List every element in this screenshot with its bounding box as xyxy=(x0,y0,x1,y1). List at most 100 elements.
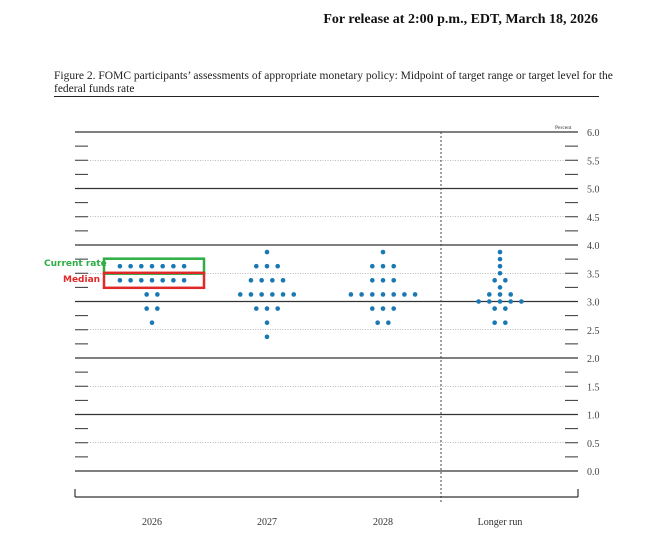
dot-longer-run xyxy=(492,278,497,283)
dot-2026 xyxy=(149,263,155,269)
dot-longer-run xyxy=(503,320,508,325)
dot-2028 xyxy=(370,306,375,311)
dot-2026 xyxy=(171,263,176,269)
y-tick-label: 2.5 xyxy=(587,326,600,337)
y-tick-label: 0.0 xyxy=(587,467,600,478)
dot-2028 xyxy=(391,263,397,269)
dot-2028 xyxy=(370,292,375,297)
dot-longer-run xyxy=(487,299,492,304)
current-rate-label: Current rate xyxy=(44,259,107,269)
dot-longer-run xyxy=(503,306,508,311)
dot-2026 xyxy=(117,278,123,283)
y-tick-label: 4.5 xyxy=(587,213,600,224)
dot-2026 xyxy=(144,292,149,297)
dot-2028 xyxy=(391,278,397,283)
dot-2028 xyxy=(412,292,418,297)
y-tick-label: 1.0 xyxy=(587,411,600,422)
dot-longer-run xyxy=(503,278,508,283)
dot-2028 xyxy=(370,278,375,283)
y-tick-label: 2.0 xyxy=(587,354,600,365)
dot-longer-run xyxy=(497,292,503,297)
dot-2027 xyxy=(280,278,286,283)
dot-2026 xyxy=(149,320,155,325)
dot-2028 xyxy=(380,263,386,269)
dot-longer-run xyxy=(487,292,492,297)
release-header: For release at 2:00 p.m., EDT, March 18,… xyxy=(323,12,598,27)
dot-2026 xyxy=(117,263,123,269)
dot-2026 xyxy=(181,278,187,283)
dot-2026 xyxy=(144,306,149,311)
dot-2027 xyxy=(270,292,275,297)
y-tick-label: 3.0 xyxy=(587,298,600,309)
dot-2027 xyxy=(248,278,254,283)
figure-title: Figure 2. FOMC participants’ assessments… xyxy=(54,70,613,95)
dot-2026 xyxy=(160,263,165,269)
y-tick-label: 5.0 xyxy=(587,185,600,196)
x-tick-label: 2026 xyxy=(142,517,162,528)
dot-longer-run xyxy=(508,299,513,304)
dot-2027 xyxy=(259,292,264,297)
x-tick-label: 2028 xyxy=(373,517,393,528)
y-tick-label: 3.5 xyxy=(587,269,600,280)
dot-2027 xyxy=(259,278,264,283)
dot-2028 xyxy=(380,292,386,297)
y-tick-label: 4.0 xyxy=(587,241,600,252)
dot-2026 xyxy=(171,278,176,283)
dot-2027 xyxy=(275,263,281,269)
y-tick-label: 6.0 xyxy=(587,128,600,139)
dot-2027 xyxy=(237,292,243,297)
dot-2027 xyxy=(291,292,297,297)
dot-2027 xyxy=(248,292,254,297)
dot-2027 xyxy=(253,263,259,269)
y-axis-label: Percent xyxy=(555,125,572,131)
median-label: Median xyxy=(63,275,101,285)
dot-2027 xyxy=(264,334,270,340)
dot-2026 xyxy=(181,263,187,269)
dot-2026 xyxy=(139,263,144,269)
x-tick-label: 2027 xyxy=(257,517,277,528)
dot-longer-run xyxy=(492,320,497,325)
y-tick-label: 5.5 xyxy=(587,156,600,167)
dot-longer-run xyxy=(497,285,503,290)
dot-2027 xyxy=(253,306,259,311)
dot-2028 xyxy=(380,306,386,311)
dot-2028 xyxy=(348,292,354,297)
dot-longer-run xyxy=(492,306,497,311)
dot-2027 xyxy=(270,278,275,283)
dot-2028 xyxy=(386,320,391,325)
median-box xyxy=(102,271,206,290)
dot-2028 xyxy=(359,292,364,297)
dot-2026 xyxy=(128,278,133,283)
dot-2027 xyxy=(264,249,270,255)
dot-2026 xyxy=(128,263,133,269)
x-tick-label: Longer run xyxy=(478,517,523,528)
dot-longer-run xyxy=(497,256,503,262)
y-tick-label: 0.5 xyxy=(587,439,600,450)
dot-2028 xyxy=(391,292,397,297)
dot-longer-run xyxy=(497,263,503,269)
dot-2028 xyxy=(402,292,407,297)
dot-2026 xyxy=(160,278,165,283)
dot-2028 xyxy=(375,320,380,325)
title-rule xyxy=(54,96,599,97)
dot-2026 xyxy=(155,292,160,297)
dot-2027 xyxy=(280,292,286,297)
dot-2026 xyxy=(155,306,160,311)
dot-longer-run xyxy=(519,299,524,304)
dot-2028 xyxy=(380,249,386,255)
y-tick-label: 1.5 xyxy=(587,382,600,393)
dot-2026 xyxy=(149,278,155,283)
dot-2028 xyxy=(391,306,397,311)
dot-2027 xyxy=(264,320,270,325)
dot-2027 xyxy=(264,263,270,269)
dot-2027 xyxy=(275,306,281,311)
dot-longer-run xyxy=(476,299,481,304)
dot-longer-run xyxy=(508,292,513,297)
dot-longer-run xyxy=(497,299,503,304)
dot-longer-run xyxy=(497,270,503,276)
dot-2028 xyxy=(380,278,386,283)
dot-2026 xyxy=(139,278,144,283)
dot-2028 xyxy=(370,263,375,269)
dot-longer-run xyxy=(497,249,503,255)
